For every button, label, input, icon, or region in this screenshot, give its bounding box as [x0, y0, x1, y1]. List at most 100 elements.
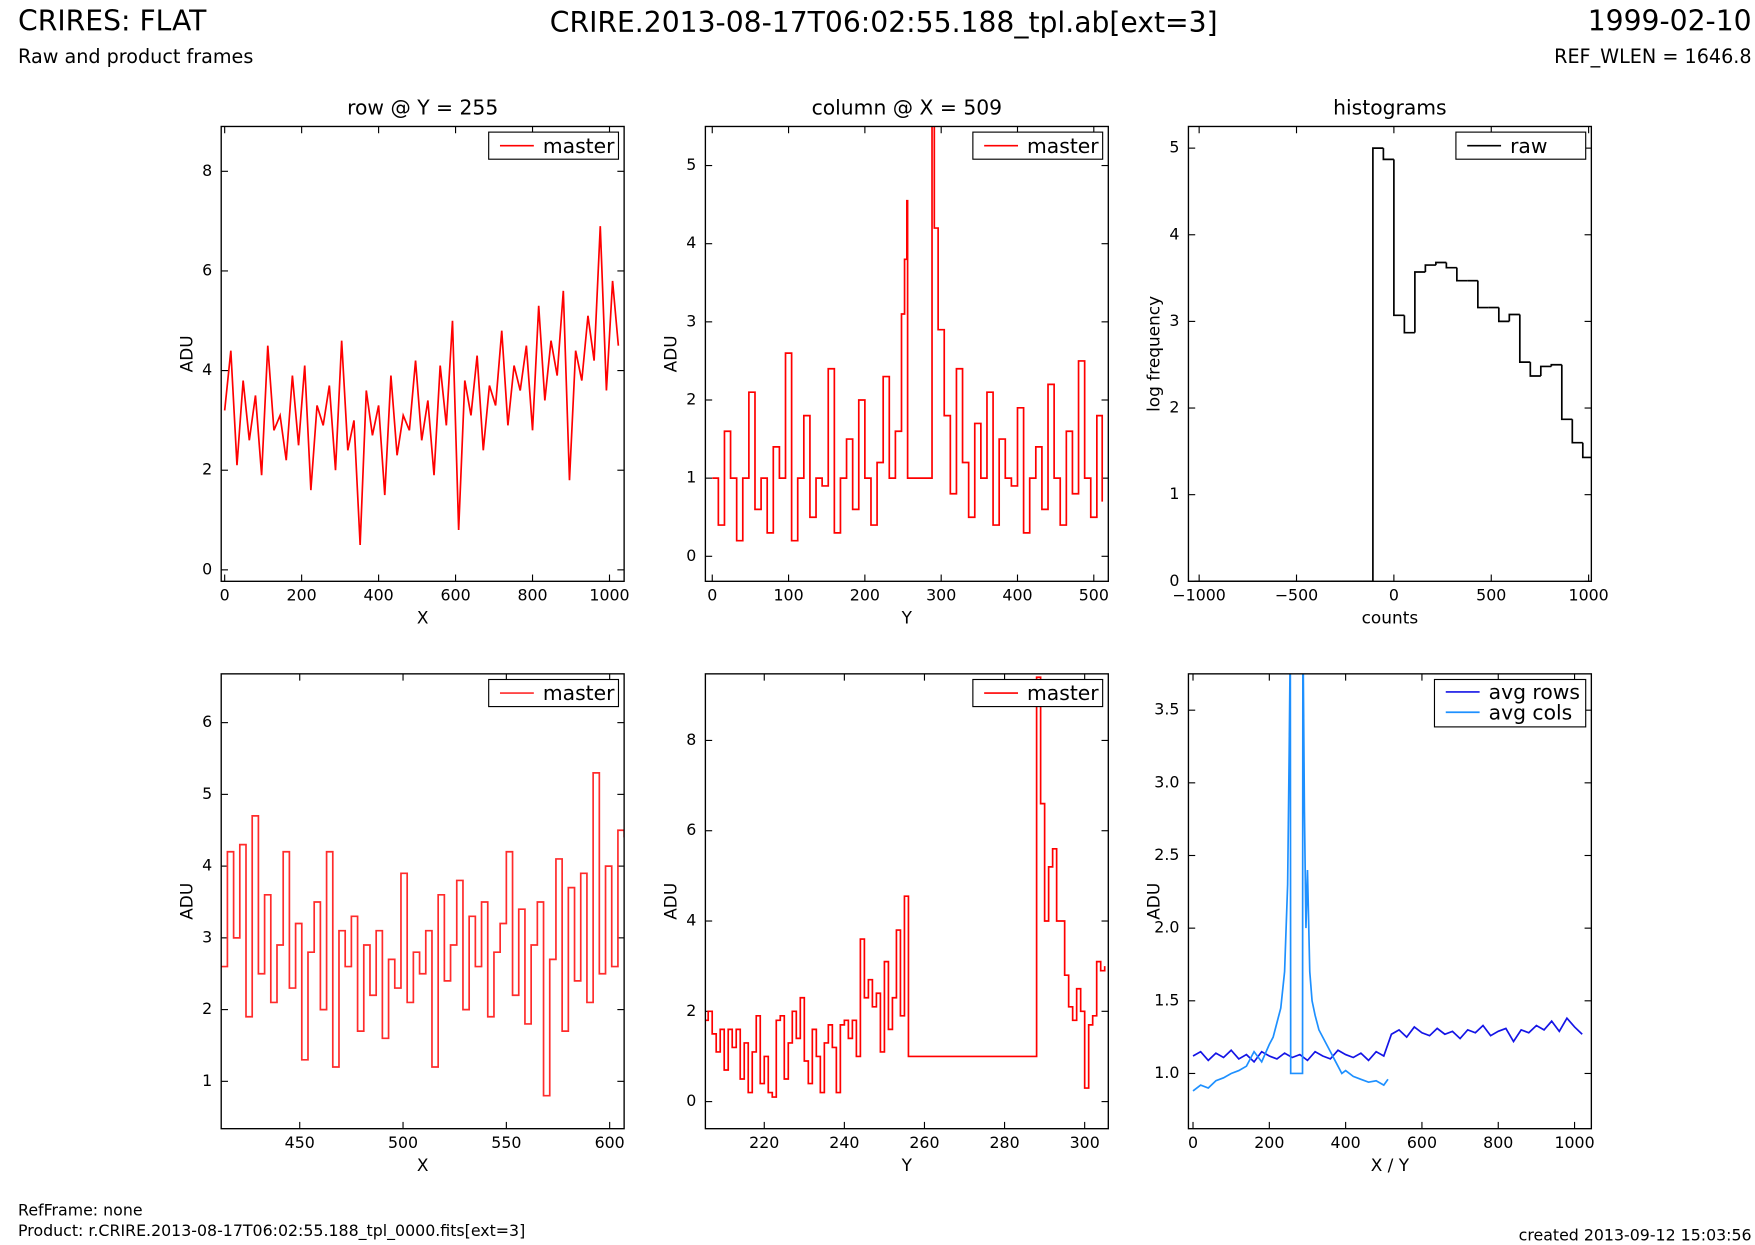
x-axis-label: Y	[901, 1155, 913, 1175]
panel: 0 200 400 600 800 1000 1.0 1.5 2.0 2.5 3.0 3.5 X / Y…	[1144, 673, 1595, 1175]
panel-title: histograms	[1333, 95, 1446, 119]
y-tick-label: 4	[686, 233, 696, 252]
x-tick-label: 0	[220, 585, 230, 604]
histogram-step	[1581, 442, 1592, 459]
series-line	[1192, 673, 1389, 1092]
x-tick-label: 600	[1407, 1133, 1437, 1152]
series-line	[705, 676, 1106, 1098]
y-axis-label: log frequency	[1144, 296, 1164, 412]
y-tick-label: 0	[686, 1091, 696, 1110]
y-tick-label: 4	[202, 360, 212, 379]
y-tick-label: 2	[686, 389, 696, 408]
y-tick-label: 3.0	[1154, 772, 1179, 791]
plot-area	[221, 772, 625, 1097]
header-subtitle: Raw and product frames	[18, 45, 253, 68]
y-tick-label: 6	[686, 820, 696, 839]
series-line	[712, 126, 1104, 542]
histogram-step	[1456, 267, 1468, 282]
x-tick-label: 800	[517, 585, 547, 604]
y-axis-label: ADU	[661, 335, 681, 372]
legend-label: master	[543, 681, 615, 705]
x-tick-label: 400	[1331, 1133, 1361, 1152]
histogram-step	[1550, 363, 1562, 367]
series-line	[221, 772, 625, 1097]
y-tick-label: 8	[202, 161, 212, 180]
header-file: CRIRE.2013-08-17T06:02:55.188_tpl.ab[ext…	[550, 6, 1218, 39]
y-tick-label: 4	[686, 911, 696, 930]
histogram-step	[1372, 147, 1384, 582]
x-axis-label: X	[417, 1155, 429, 1175]
y-tick-label: 3	[686, 311, 696, 330]
y-tick-label: 2	[686, 1001, 696, 1020]
panel: 220 240 260 280 300 0 2 4 6 8 Y ADU master	[661, 673, 1109, 1175]
x-axis-label: X / Y	[1371, 1155, 1410, 1175]
x-tick-label: 500	[1476, 585, 1506, 604]
plot-area	[223, 226, 620, 545]
x-tick-label: 280	[989, 1133, 1019, 1152]
x-tick-label: 550	[491, 1133, 521, 1152]
y-tick-label: 2	[1169, 398, 1179, 417]
x-tick-label: 260	[909, 1133, 939, 1152]
x-tick-label: 400	[1002, 585, 1032, 604]
histogram-step	[1393, 159, 1405, 317]
x-tick-label: 200	[850, 585, 880, 604]
plot-area	[705, 676, 1106, 1098]
y-tick-label: 5	[202, 784, 212, 803]
header-ref-wlen: REF_WLEN = 1646.8	[1554, 45, 1751, 68]
panel: 0 100 200 300 400 500 0 1 2 3 4 5 column @ X = 509 Y A…	[661, 95, 1109, 628]
legend-label: master	[1027, 134, 1099, 158]
histogram-step	[1414, 271, 1426, 333]
y-tick-label: 6	[202, 260, 212, 279]
x-axis-label: X	[417, 608, 429, 628]
x-tick-label: 300	[926, 585, 956, 604]
histogram-step	[1539, 365, 1552, 376]
axes-frame	[220, 673, 625, 1130]
y-tick-label: 0	[1169, 571, 1179, 590]
y-tick-label: 8	[686, 730, 696, 749]
y-tick-label: 3.5	[1154, 700, 1179, 719]
y-tick-label: 1	[1169, 484, 1179, 503]
plot-area	[1192, 673, 1583, 1092]
axes-frame	[220, 125, 625, 582]
y-axis-label: ADU	[176, 335, 196, 372]
y-tick-label: 0	[202, 559, 212, 578]
y-tick-label: 1	[686, 468, 696, 487]
histogram-step	[1382, 148, 1394, 161]
panel: −1000 −500 0 500 1000 0 1 2 3 4 5 histograms counts l…	[1144, 95, 1609, 627]
y-tick-label: 2.0	[1154, 918, 1179, 937]
y-tick-label: 4	[202, 856, 212, 875]
x-axis-label: Y	[901, 608, 913, 628]
legend-label: raw	[1510, 134, 1547, 158]
histogram-step	[1508, 313, 1520, 322]
footer-product: Product: r.CRIRE.2013-08-17T06:02:55.188…	[18, 1221, 525, 1241]
y-tick-label: 2	[202, 999, 212, 1018]
y-tick-label: 6	[202, 712, 212, 731]
y-tick-label: 1	[202, 1071, 212, 1090]
x-tick-label: 500	[1079, 585, 1109, 604]
y-tick-label: 4	[1169, 224, 1179, 243]
histogram-step	[1477, 280, 1489, 309]
x-tick-label: 300	[1070, 1133, 1100, 1152]
header-date: 1999-02-10	[1588, 5, 1752, 38]
histogram-step	[1560, 364, 1573, 421]
panel-title: column @ X = 509	[812, 95, 1002, 119]
x-tick-label: 0	[707, 585, 717, 604]
x-tick-label: 240	[829, 1133, 859, 1152]
histogram-step	[1529, 362, 1541, 377]
footer-ref-frame: RefFrame: none	[18, 1201, 143, 1220]
x-tick-label: 600	[595, 1133, 625, 1152]
y-tick-label: 2	[202, 460, 212, 479]
x-tick-label: −1000	[1172, 585, 1225, 604]
panel: 450 500 550 600 1 2 3 4 5 6 X ADU master	[176, 673, 625, 1175]
histogram-step	[1445, 262, 1457, 269]
legend-box	[1433, 678, 1587, 728]
axes-frame	[704, 125, 1109, 582]
histogram-step	[1497, 307, 1510, 323]
x-tick-label: 400	[364, 585, 394, 604]
x-tick-label: −500	[1275, 585, 1318, 604]
legend-label: avg rows	[1489, 680, 1580, 704]
panel: 0 200 400 600 800 1000 0 2 4 6 8 row @ Y = 255 X ADU m…	[176, 95, 629, 627]
plot-area	[712, 126, 1104, 542]
y-axis-label: ADU	[176, 883, 196, 920]
